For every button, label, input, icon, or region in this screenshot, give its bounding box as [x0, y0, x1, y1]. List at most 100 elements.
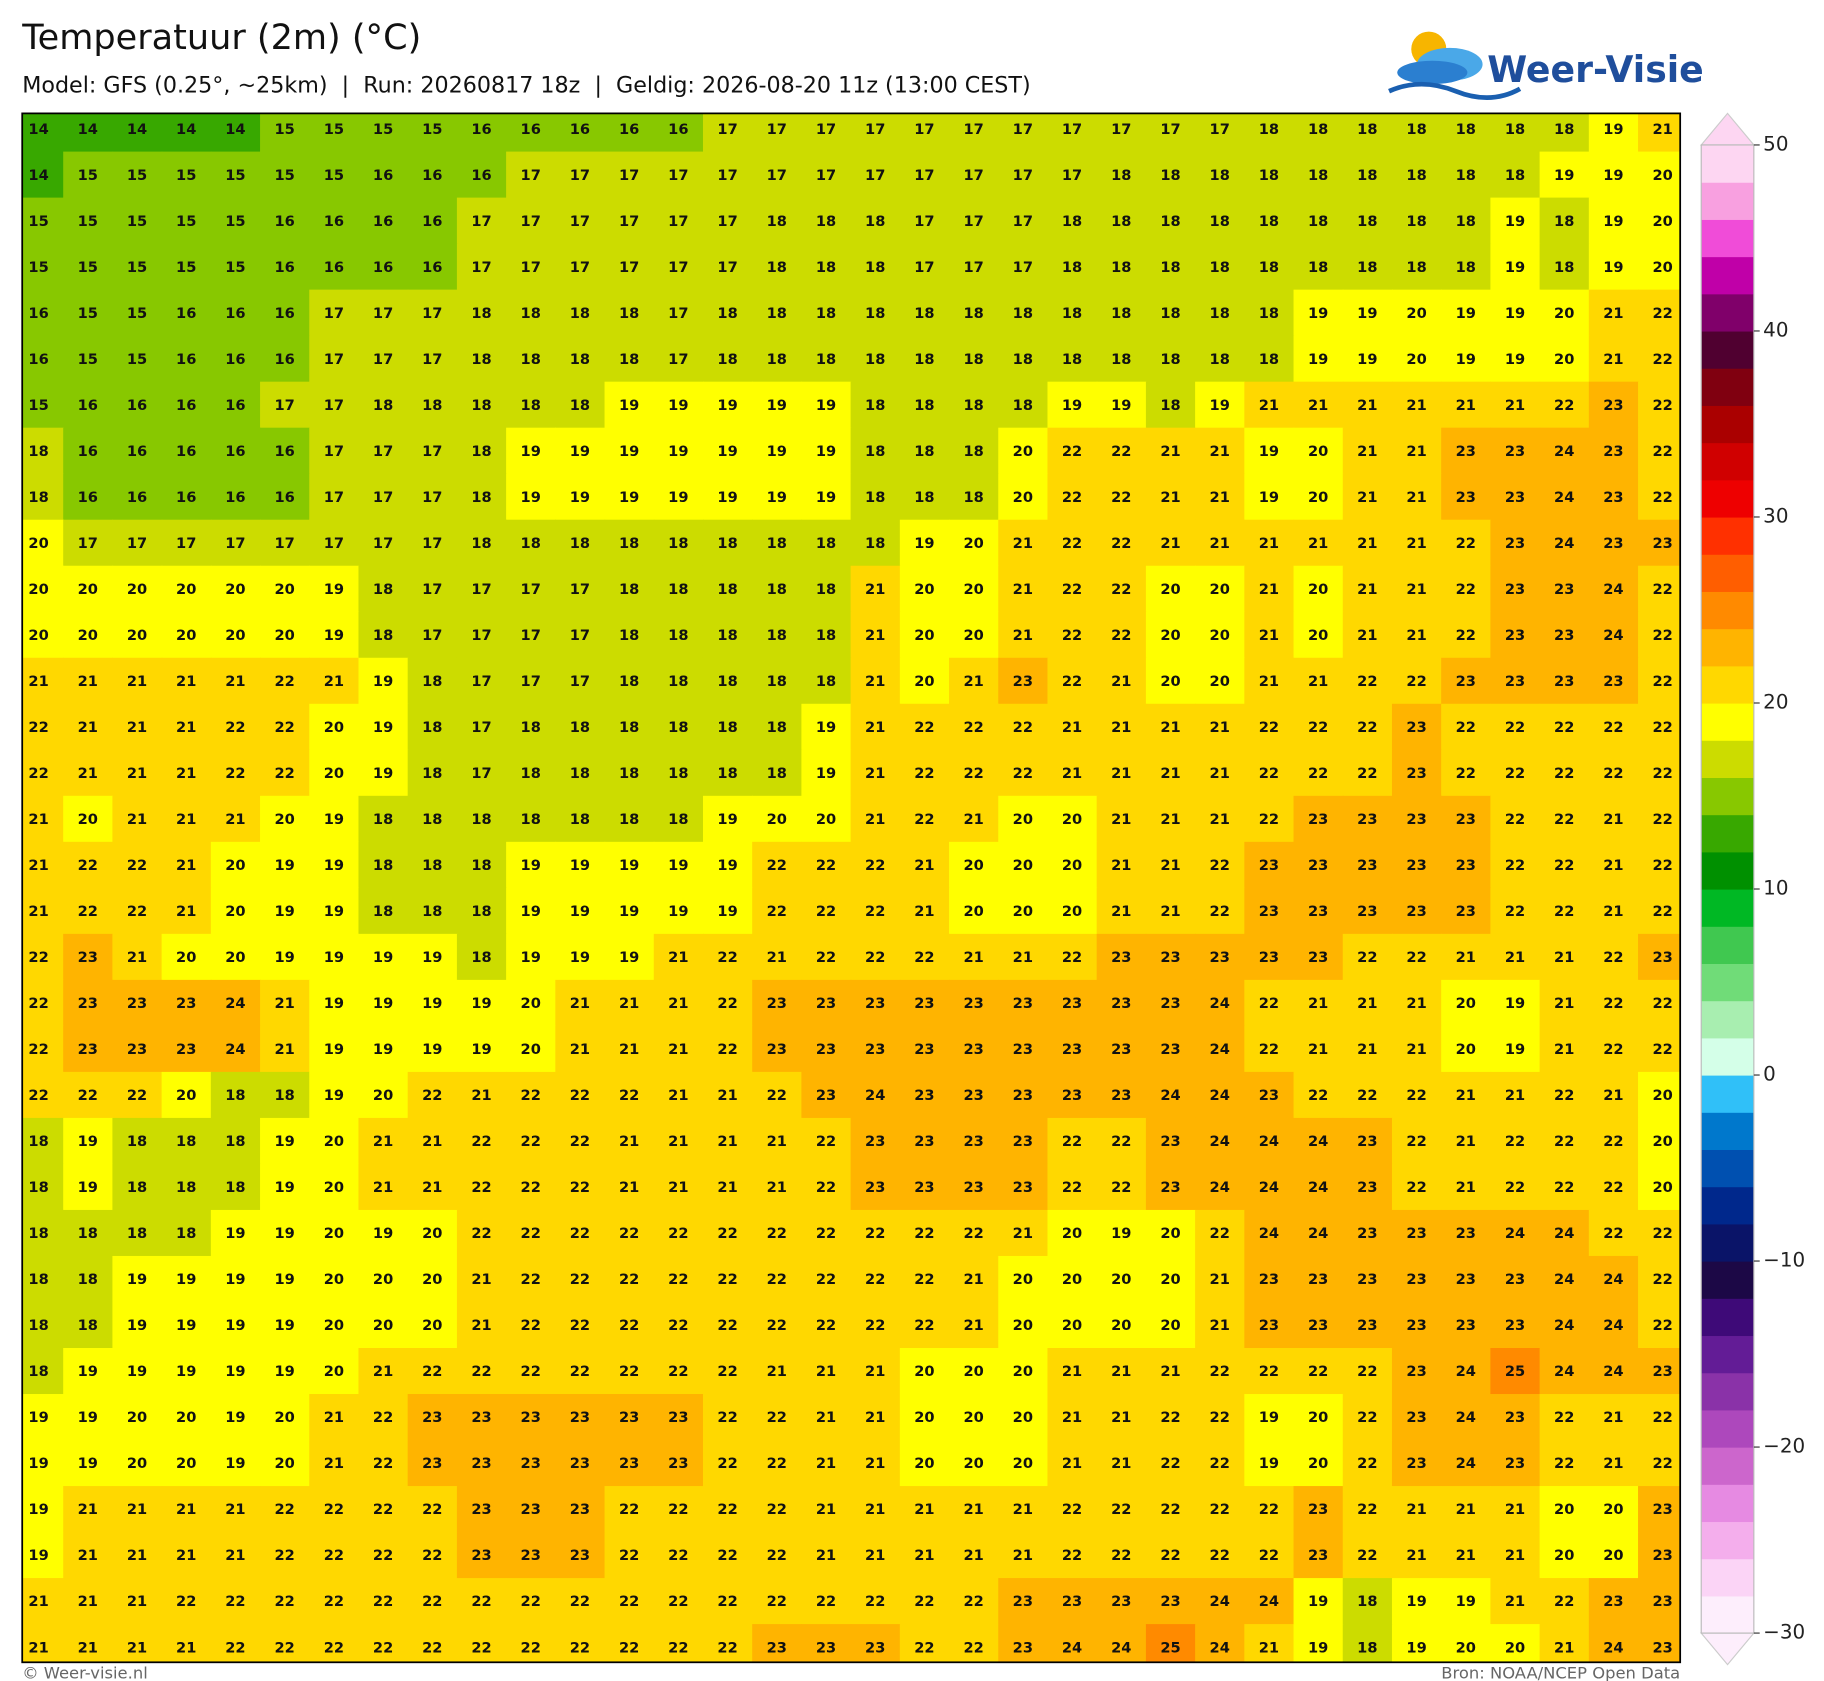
- temperature-cell: [1588, 1117, 1639, 1165]
- temperature-label: 23: [1456, 1271, 1476, 1288]
- temperature-cell: [653, 335, 704, 383]
- temperature-cell: [555, 611, 606, 659]
- temperature-cell: [112, 1071, 163, 1119]
- temperature-cell: [1490, 519, 1541, 567]
- temperature-label: 21: [767, 1179, 787, 1196]
- temperature-label: 20: [1062, 1225, 1082, 1242]
- temperature-label: 16: [324, 213, 344, 230]
- temperature-cell: [161, 795, 212, 843]
- temperature-cell: [604, 335, 655, 383]
- temperature-cell: [210, 933, 261, 981]
- cell-labels: 14 14 14 14 14 15 15 15 15 16 16 16 16 16 17 17 17 17 17 17…: [28, 121, 1672, 1657]
- temperature-label: 23: [767, 1041, 787, 1058]
- temperature-cell: [1638, 1578, 1681, 1625]
- temperature-cell: [1244, 1624, 1295, 1663]
- temperature-label: 23: [127, 995, 147, 1012]
- temperature-label: 21: [963, 1547, 983, 1564]
- temperature-label: 18: [28, 443, 48, 460]
- temperature-cell: [210, 703, 261, 751]
- temperature-cell: [1145, 1347, 1196, 1395]
- temperature-label: 20: [78, 811, 98, 828]
- temperature-cell: [1539, 1532, 1590, 1579]
- temperature-cell: [1441, 1440, 1492, 1487]
- temperature-cell: [1391, 887, 1442, 935]
- temperature-label: 23: [914, 1087, 934, 1104]
- temperature-label: 18: [1062, 351, 1082, 368]
- temperature-cell: [1588, 1486, 1639, 1533]
- temperature-cell: [309, 1209, 360, 1257]
- temperature-label: 19: [373, 949, 393, 966]
- temperature-cell: [752, 289, 803, 337]
- temperature-cell: [702, 197, 753, 245]
- temperature-cell: [506, 289, 557, 337]
- temperature-cell: [358, 1486, 409, 1533]
- temperature-label: 23: [1456, 811, 1476, 828]
- temperature-cell: [899, 113, 950, 153]
- temperature-label: 19: [274, 1225, 294, 1242]
- temperature-cell: [1145, 1255, 1196, 1303]
- temperature-label: 21: [963, 1317, 983, 1334]
- temperature-cell: [506, 657, 557, 705]
- temperature-cell: [1047, 565, 1098, 613]
- temperature-label: 19: [28, 1501, 48, 1518]
- temperature-label: 20: [1505, 1639, 1525, 1656]
- temperature-cell: [407, 427, 458, 475]
- temperature-label: 18: [570, 305, 590, 322]
- temperature-cell: [63, 1255, 114, 1303]
- temperature-label: 23: [1062, 1593, 1082, 1610]
- temperature-label: 15: [225, 167, 245, 184]
- temperature-label: 23: [865, 1179, 885, 1196]
- colorbar-segment: [1701, 330, 1754, 369]
- temperature-cell: [260, 657, 310, 705]
- temperature-cell: [1195, 1394, 1246, 1441]
- temperature-label: 23: [1603, 535, 1623, 552]
- temperature-cell: [1047, 289, 1098, 337]
- temperature-label: 24: [1456, 1455, 1476, 1472]
- temperature-cell: [112, 197, 163, 245]
- temperature-cell: [1588, 1301, 1639, 1349]
- temperature-cell: [456, 887, 507, 935]
- temperature-cell: [22, 565, 64, 613]
- temperature-label: 19: [1505, 259, 1525, 276]
- temperature-cell: [506, 1163, 557, 1211]
- temperature-label: 22: [1210, 1547, 1230, 1564]
- temperature-cell: [506, 1532, 557, 1579]
- temperature-label: 24: [1554, 1317, 1574, 1334]
- temperature-cell: [1391, 381, 1442, 429]
- temperature-label: 22: [127, 1087, 147, 1104]
- temperature-cell: [1638, 113, 1681, 153]
- temperature-cell: [752, 703, 803, 751]
- temperature-cell: [358, 933, 409, 981]
- temperature-label: 18: [422, 673, 442, 690]
- temperature-label: 20: [1062, 903, 1082, 920]
- temperature-label: 19: [619, 443, 639, 460]
- temperature-cell: [850, 703, 901, 751]
- temperature-label: 19: [373, 995, 393, 1012]
- temperature-label: 20: [963, 1409, 983, 1426]
- temperature-label: 22: [1652, 489, 1672, 506]
- temperature-label: 19: [1062, 397, 1082, 414]
- temperature-label: 24: [1210, 995, 1230, 1012]
- temperature-label: 18: [570, 719, 590, 736]
- temperature-cell: [1096, 795, 1147, 843]
- temperature-cell: [850, 887, 901, 935]
- temperature-cell: [702, 1071, 753, 1119]
- temperature-cell: [1195, 657, 1246, 705]
- temperature-cell: [1047, 1486, 1098, 1533]
- temperature-cell: [260, 703, 310, 751]
- temperature-cell: [702, 933, 753, 981]
- temperature-label: 18: [78, 1317, 98, 1334]
- temperature-label: 18: [422, 719, 442, 736]
- colorbar-tick-label: −20: [1763, 1435, 1805, 1458]
- temperature-label: 22: [1554, 1409, 1574, 1426]
- temperature-cell: [358, 197, 409, 245]
- temperature-label: 21: [1210, 811, 1230, 828]
- temperature-cell: [22, 611, 64, 659]
- temperature-label: 23: [1013, 673, 1033, 690]
- temperature-cell: [899, 1301, 950, 1349]
- temperature-cell: [1638, 1301, 1681, 1349]
- temperature-cell: [1441, 795, 1492, 843]
- temperature-cell: [1096, 1025, 1147, 1073]
- temperature-label: 21: [1013, 581, 1033, 598]
- temperature-label: 22: [1259, 1501, 1279, 1518]
